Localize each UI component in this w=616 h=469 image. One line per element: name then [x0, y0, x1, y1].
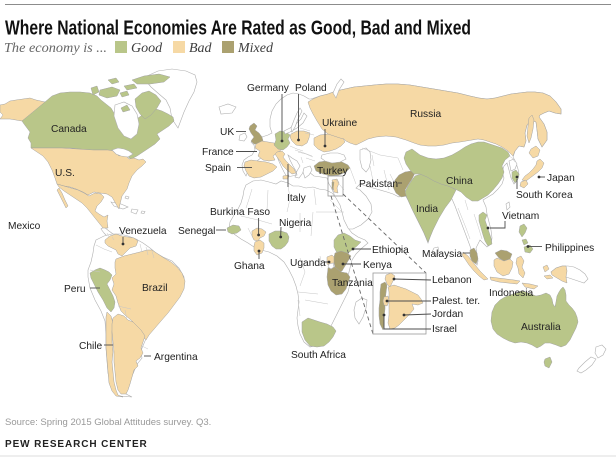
svg-text:Ghana: Ghana [234, 261, 265, 272]
svg-text:Pakistan: Pakistan [359, 179, 398, 190]
svg-text:Argentina: Argentina [154, 352, 198, 363]
svg-text:Source: Spring 2015 Global Att: Source: Spring 2015 Global Attitudes sur… [5, 417, 211, 428]
svg-text:Senegal: Senegal [178, 226, 215, 237]
svg-text:Vietnam: Vietnam [502, 211, 539, 222]
svg-text:U.S.: U.S. [55, 168, 75, 179]
svg-text:Brazil: Brazil [142, 283, 167, 294]
svg-text:Mixed: Mixed [237, 41, 274, 56]
svg-text:China: China [446, 176, 473, 187]
svg-text:Tanzania: Tanzania [332, 278, 373, 289]
svg-text:India: India [416, 204, 438, 215]
svg-text:Malaysia: Malaysia [422, 249, 463, 260]
svg-text:Kenya: Kenya [363, 260, 392, 271]
svg-text:Chile: Chile [79, 341, 103, 352]
svg-text:Israel: Israel [432, 324, 457, 335]
svg-text:Jordan: Jordan [432, 309, 463, 320]
svg-text:The economy is ...: The economy is ... [4, 41, 107, 56]
svg-text:South Africa: South Africa [291, 350, 346, 361]
svg-text:Burkina Faso: Burkina Faso [210, 207, 270, 218]
svg-text:Turkey: Turkey [317, 166, 349, 177]
svg-text:Palest. ter.: Palest. ter. [432, 296, 480, 307]
svg-text:Philippines: Philippines [545, 243, 594, 254]
svg-text:Mexico: Mexico [8, 221, 41, 232]
svg-text:UK: UK [220, 127, 234, 138]
svg-text:Italy: Italy [287, 193, 307, 204]
svg-text:Venezuela: Venezuela [119, 226, 167, 237]
svg-text:Germany: Germany [247, 83, 290, 94]
svg-text:Ethiopia: Ethiopia [372, 245, 409, 256]
svg-text:Poland: Poland [295, 83, 327, 94]
svg-text:South Korea: South Korea [516, 190, 573, 201]
svg-text:Indonesia: Indonesia [489, 288, 534, 299]
svg-text:Good: Good [131, 41, 163, 56]
svg-text:Ukraine: Ukraine [322, 118, 357, 129]
svg-text:Russia: Russia [410, 109, 441, 120]
svg-text:PEW RESEARCH CENTER: PEW RESEARCH CENTER [5, 439, 148, 450]
svg-text:Nigeria: Nigeria [279, 218, 312, 229]
svg-text:Spain: Spain [205, 163, 231, 174]
svg-text:Bad: Bad [189, 41, 213, 56]
svg-text:Canada: Canada [51, 124, 87, 135]
svg-text:Peru: Peru [64, 284, 86, 295]
svg-text:France: France [202, 147, 234, 158]
svg-text:Uganda: Uganda [290, 258, 326, 269]
svg-text:Japan: Japan [547, 173, 575, 184]
svg-text:Australia: Australia [521, 322, 561, 333]
svg-text:Lebanon: Lebanon [432, 275, 472, 286]
svg-text:Where National Economies Are R: Where National Economies Are Rated as Go… [5, 18, 471, 40]
